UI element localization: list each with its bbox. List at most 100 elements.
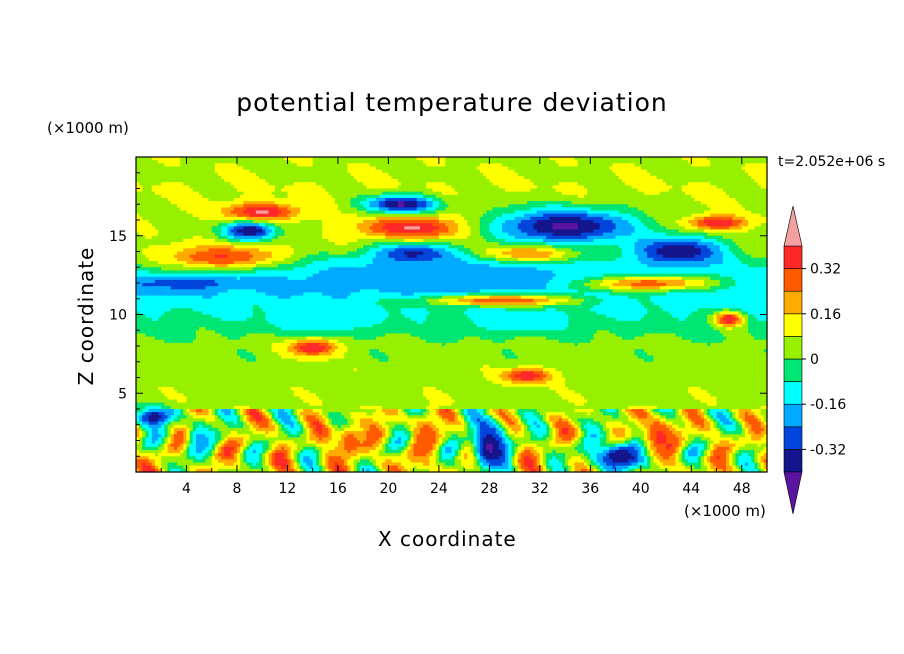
contour-cell <box>385 210 421 215</box>
contour-cell <box>378 449 386 454</box>
contour-cell <box>634 336 683 341</box>
contour-cell <box>606 437 610 442</box>
contour-cell <box>435 443 440 448</box>
contour-cell <box>593 459 598 464</box>
contour-cell <box>713 311 721 316</box>
contour-cell <box>183 393 295 397</box>
contour-cell <box>476 440 481 445</box>
contour-cell <box>580 440 585 445</box>
contour-cell <box>643 424 651 429</box>
contour-cell <box>498 424 503 429</box>
contour-cell <box>681 188 724 193</box>
contour-cell <box>448 437 475 442</box>
contour-cell <box>558 393 582 397</box>
contour-cell <box>322 421 326 426</box>
contour-cell <box>211 446 216 451</box>
contour-cell <box>293 248 358 253</box>
contour-cell <box>483 409 487 413</box>
contour-cell <box>568 415 613 420</box>
contour-cell <box>628 443 639 448</box>
contour-cell <box>322 185 367 190</box>
contour-cell <box>274 465 282 470</box>
contour-cell <box>637 443 642 448</box>
contour-cell <box>530 179 623 183</box>
contour-cell <box>470 421 475 426</box>
contour-cell <box>675 409 680 413</box>
contour-cell <box>255 270 320 275</box>
contour-cell <box>681 443 686 448</box>
contour-cell <box>631 415 639 420</box>
contour-cell <box>360 229 374 234</box>
contour-cell <box>590 459 595 464</box>
contour-cell <box>524 415 538 420</box>
contour-cell <box>536 462 541 467</box>
contour-cell <box>552 431 557 435</box>
contour-cell <box>483 412 487 416</box>
contour-cell <box>312 431 320 435</box>
contour-cell <box>328 424 333 429</box>
contour-cell <box>703 462 711 467</box>
contour-cell <box>426 163 446 168</box>
contour-cell <box>375 465 380 470</box>
contour-cell <box>697 220 705 224</box>
contour-cell <box>309 431 314 435</box>
contour-cell <box>650 459 655 464</box>
contour-cell <box>612 229 636 234</box>
contour-cell <box>372 257 396 262</box>
contour-cell <box>483 456 487 460</box>
contour-cell <box>227 238 241 243</box>
contour-cell <box>511 443 519 448</box>
contour-cell <box>631 427 642 432</box>
contour-cell <box>404 412 408 416</box>
contour-cell <box>732 468 740 473</box>
contour-cell <box>183 434 188 438</box>
contour-cell <box>315 440 330 445</box>
contour-cell <box>177 204 232 208</box>
contour-cell <box>505 440 513 445</box>
contour-cell <box>290 449 295 454</box>
contour-cell <box>136 368 355 372</box>
contour-cell <box>561 418 569 423</box>
contour-cell <box>186 437 191 442</box>
contour-cell <box>233 260 257 265</box>
contour-cell <box>546 453 566 457</box>
contour-cell <box>577 437 582 442</box>
contour-cell <box>277 434 289 438</box>
contour-cell <box>546 374 554 379</box>
contour-cell <box>710 443 714 448</box>
contour-cell <box>303 427 307 432</box>
contour-cell <box>565 327 714 331</box>
x-tick-label: 8 <box>232 481 241 497</box>
contour-cell <box>549 440 557 445</box>
contour-cell <box>606 409 617 413</box>
contour-cell <box>571 468 576 473</box>
contour-cell <box>208 412 213 416</box>
contour-cell <box>423 412 431 416</box>
contour-cell <box>145 333 197 338</box>
contour-cell <box>552 434 557 438</box>
contour-cell <box>542 377 554 382</box>
contour-cell <box>498 409 503 413</box>
contour-cell <box>195 434 206 438</box>
contour-cell <box>445 163 481 168</box>
contour-cell <box>732 465 737 470</box>
contour-cell <box>549 427 554 432</box>
contour-cell <box>318 431 323 435</box>
contour-cell <box>694 245 708 249</box>
contour-cell <box>224 462 235 467</box>
contour-cell <box>255 232 266 237</box>
contour-cell <box>142 251 178 256</box>
contour-cell <box>464 409 468 413</box>
contour-cell <box>760 462 765 467</box>
contour-cell <box>514 336 547 341</box>
contour-cell <box>650 431 658 435</box>
contour-cell <box>659 415 667 420</box>
contour-cell <box>568 462 576 467</box>
contour-cell <box>501 427 506 432</box>
contour-cell <box>520 295 547 300</box>
contour-cell <box>423 393 449 397</box>
contour-cell <box>754 465 759 470</box>
contour-cell <box>142 415 150 420</box>
contour-cell <box>640 166 743 171</box>
contour-cell <box>240 462 248 467</box>
